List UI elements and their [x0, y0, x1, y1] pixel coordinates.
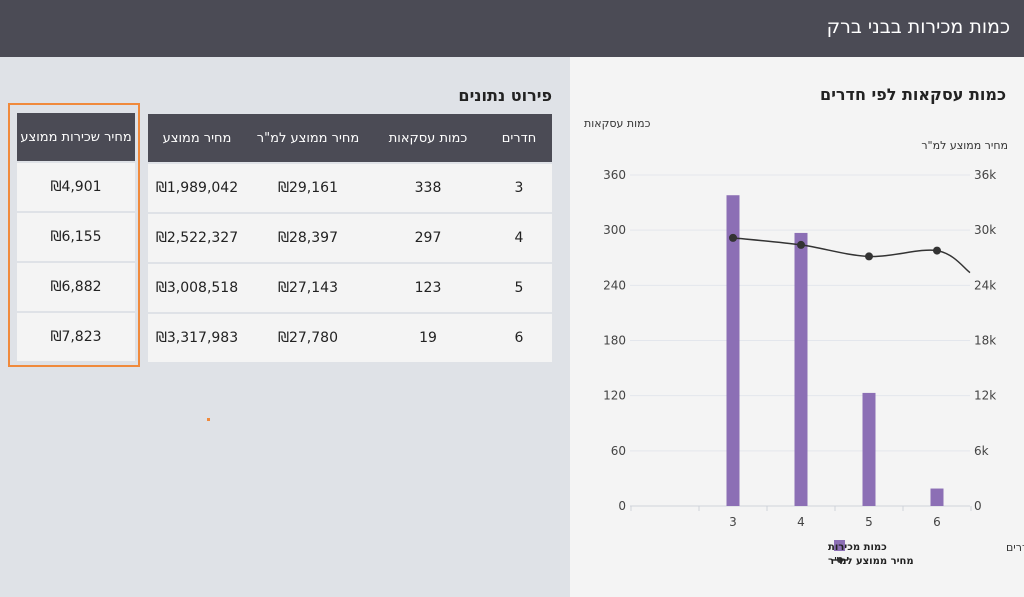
legend-bar-swatch [834, 540, 845, 551]
x-tick-label: 6 [933, 515, 941, 529]
y-left-tick-label: 180 [603, 334, 626, 348]
y-right-tick-label: 12k [974, 389, 996, 403]
cell-sqm-price: ₪29,161 [278, 180, 338, 196]
legend-line-label: מחיר ממוצע למ"ר [828, 556, 914, 567]
top-bar: כמות מכירות בבני ברק [0, 0, 1024, 57]
y-left-tick-label: 60 [611, 444, 626, 458]
page-title: כמות מכירות בבני ברק [826, 16, 1010, 38]
cell-count: 19 [419, 330, 437, 346]
cell-avg-price: ₪2,522,327 [155, 230, 239, 246]
table-row: 6 19 ₪27,780 ₪3,317,983 [148, 314, 552, 362]
rent-cell: ₪6,882 [17, 263, 135, 311]
table-row: 5 123 ₪27,143 ₪3,008,518 [148, 264, 552, 312]
line-point [729, 233, 737, 242]
table-row: 3 338 ₪29,161 ₪1,989,042 [148, 164, 552, 212]
y-right-tick-label: 18k [974, 334, 996, 348]
cell-sqm-price: ₪27,143 [278, 280, 338, 296]
rent-cell: ₪7,823 [17, 313, 135, 361]
cell-avg-price: ₪3,008,518 [155, 280, 239, 296]
chart-panel: כמות עסקאות לפי חדרים כמות עסקאות מחיר מ… [570, 57, 1024, 597]
y-left-tick-label: 240 [603, 278, 626, 292]
cell-rooms: 3 [514, 180, 524, 196]
line-point [933, 246, 941, 255]
x-tick-label: 4 [797, 515, 805, 529]
data-table: חדרים כמות עסקאות מחיר ממוצע למ"ר מחיר מ… [148, 114, 552, 362]
y-right-tick-label: 30k [974, 223, 996, 237]
header-avg-price: מחיר ממוצע [162, 130, 232, 146]
rent-cell: ₪4,901 [17, 163, 135, 211]
table-row: 4 297 ₪28,397 ₪2,522,327 [148, 214, 552, 262]
cell-sqm-price: ₪27,780 [278, 330, 338, 346]
rent-highlight-box: מחיר שכירות ממוצע ₪4,901 ₪6,155 ₪6,882 ₪… [8, 103, 140, 367]
bar [930, 488, 944, 506]
table-header-row: חדרים כמות עסקאות מחיר ממוצע למ"ר מחיר מ… [148, 114, 552, 162]
y-left-tick-label: 300 [603, 223, 626, 237]
x-tick-label: 3 [729, 515, 737, 529]
cell-count: 297 [414, 230, 442, 246]
line-point [865, 252, 873, 261]
combo-chart: 0 0 60 6k 120 12k 180 18k 240 24k 300 30k 360 36k 3 4 5 6… [603, 168, 1024, 567]
bar [794, 232, 808, 507]
cell-rooms: 4 [514, 230, 524, 246]
legend-bar-label: כמות מכירות [828, 542, 887, 553]
series-line [732, 237, 971, 274]
y-right-tick-label: 6k [974, 444, 989, 458]
cell-count: 338 [414, 180, 442, 196]
header-rooms: חדרים [501, 130, 537, 146]
x-tick-label: 5 [865, 515, 873, 529]
left-axis-caption: כמות עסקאות [584, 117, 651, 130]
right-axis-caption: מחיר ממוצע למ"ר [921, 139, 1008, 152]
line-point [797, 240, 805, 249]
cell-rooms: 5 [514, 280, 524, 296]
cell-rooms: 6 [514, 330, 524, 346]
chart-title: כמות עסקאות לפי חדרים [820, 85, 1006, 104]
cell-avg-price: ₪1,989,042 [155, 180, 239, 196]
legend-line-marker [837, 557, 843, 563]
decorative-dot [207, 418, 210, 421]
y-right-tick-label: 36k [974, 168, 996, 182]
y-right-tick-label: 24k [974, 278, 996, 292]
y-left-tick-label: 0 [618, 499, 626, 513]
y-right-tick-label: 0 [974, 499, 982, 513]
x-axis-caption: חדרים [1006, 541, 1024, 554]
cell-avg-price: ₪3,317,983 [155, 330, 239, 346]
table-title: פירוט נתונים [458, 86, 552, 105]
y-left-tick-label: 120 [603, 389, 626, 403]
rent-header: מחיר שכירות ממוצע [17, 113, 135, 161]
rent-cell: ₪6,155 [17, 213, 135, 261]
bar [726, 195, 740, 506]
header-count: כמות עסקאות [388, 130, 468, 146]
bar [862, 392, 876, 506]
cell-count: 123 [414, 280, 442, 296]
y-left-tick-label: 360 [603, 168, 626, 182]
cell-sqm-price: ₪28,397 [278, 230, 338, 246]
header-sqm-price: מחיר ממוצע למ"ר [256, 130, 360, 146]
